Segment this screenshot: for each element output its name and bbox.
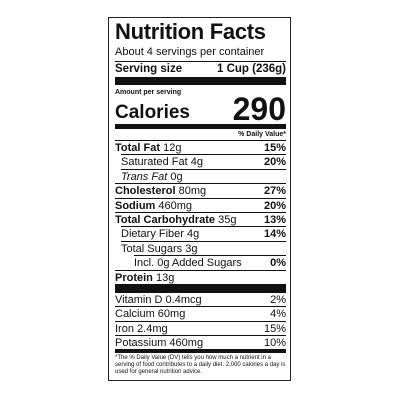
daily-value: 0%	[270, 257, 286, 270]
nutrition-label: Nutrition Facts About 4 servings per con…	[115, 19, 286, 376]
daily-value: 4%	[270, 308, 286, 321]
nutrient-amount: 0g	[170, 170, 183, 183]
nutrient-name: Total Fat 12g	[115, 141, 181, 154]
nutrient-name: Sodium 460mg	[115, 199, 192, 212]
divider	[115, 349, 286, 354]
nutrient-label: Total Fat	[115, 142, 161, 154]
daily-value: 27%	[263, 185, 286, 198]
nutrient-label: Saturated Fat	[121, 156, 188, 169]
nutrient-list: Total Fat 12g 15% Saturated Fat 4g 20% Trans…	[115, 140, 286, 284]
nutrient-name: Cholesterol 80mg	[115, 184, 206, 197]
amount-per-serving: Amount per serving	[115, 89, 182, 96]
divider	[115, 283, 286, 292]
nutrient-name: Total Sugars 3g	[121, 242, 197, 255]
nutrient-row: Total Sugars 3g	[121, 240, 286, 255]
nutrient-name: Iron 2.4mg	[115, 322, 168, 335]
nutrient-row: Cholesterol 80mg 27%	[115, 183, 286, 197]
nutrient-name: Trans Fat 0g	[121, 170, 183, 183]
daily-value: 15%	[263, 322, 286, 335]
calories-value: 290	[232, 91, 286, 127]
daily-value: 10%	[263, 337, 286, 350]
nutrient-amount: 12g	[163, 142, 182, 154]
serving-size-value: 1 Cup (236g)	[216, 63, 286, 75]
nutrient-label: Sodium	[115, 199, 156, 212]
nutrient-row: Protein 13g	[115, 269, 286, 284]
calories-label: Calories	[115, 102, 190, 123]
calories-row: Calories 290	[115, 93, 286, 125]
nutrient-row: Total Fat 12g 15%	[115, 140, 286, 154]
footnote: *The % Daily Value (DV) tells you how mu…	[115, 355, 286, 376]
daily-value: 20%	[263, 156, 286, 169]
daily-value: 13%	[263, 213, 286, 226]
title: Nutrition Facts	[115, 19, 266, 44]
nutrient-label: Vitamin D	[115, 293, 163, 306]
daily-value: 15%	[263, 142, 286, 154]
nutrient-amount: 3g	[185, 242, 198, 255]
nutrient-amount: 2.4mg	[137, 322, 168, 335]
nutrient-name: Vitamin D 0.4mcg	[115, 293, 202, 306]
nutrient-row: Iron 2.4mg 15%	[115, 320, 286, 335]
divider	[115, 124, 286, 129]
nutrient-label: Iron	[115, 322, 134, 335]
nutrient-name: Saturated Fat 4g	[121, 155, 203, 168]
nutrient-label: Total Carbohydrate	[115, 213, 216, 226]
divider	[115, 77, 286, 85]
nutrient-row: Calcium 60mg 4%	[115, 306, 286, 320]
nutrient-label: Dietary Fiber	[121, 228, 184, 241]
nutrient-label: Calcium	[115, 308, 155, 321]
nutrient-name: Potassium 460mg	[115, 336, 203, 349]
nutrient-amount: 0.4mcg	[165, 293, 202, 306]
nutrient-amount: 80mg	[178, 185, 207, 198]
nutrient-row: Vitamin D 0.4mcg 2%	[115, 291, 286, 306]
nutrient-amount: 4g	[190, 156, 203, 169]
nutrient-amount: 13g	[155, 271, 175, 284]
daily-value: 20%	[263, 199, 286, 212]
nutrient-name: Total Carbohydrate 35g	[115, 213, 236, 226]
nutrient-row: Potassium 460mg 10%	[115, 335, 286, 349]
nutrient-row: Total Carbohydrate 35g 13%	[115, 211, 286, 226]
serving-size-label: Serving size	[115, 63, 183, 75]
vitamin-list: Vitamin D 0.4mcg 2% Calcium 60mg 4% Iron 2.4…	[115, 291, 286, 350]
serving-size: Serving size 1 Cup (236g)	[115, 61, 286, 77]
nutrient-label: Total Sugars	[121, 242, 183, 255]
nutrient-name: Dietary Fiber 4g	[121, 227, 199, 240]
nutrient-amount: 60mg	[157, 308, 186, 321]
nutrient-row: Dietary Fiber 4g 14%	[121, 226, 286, 240]
nutrient-name: Calcium 60mg	[115, 307, 185, 320]
nutrient-label: Trans Fat	[121, 170, 168, 183]
label-border	[108, 17, 291, 381]
servings: About 4 servings per container	[115, 46, 265, 58]
daily-value: 2%	[270, 293, 286, 306]
nutrient-name: Incl. 0g Added Sugars	[134, 256, 242, 269]
nutrient-row: Sodium 460mg 20%	[115, 197, 286, 212]
nutrient-amount: 460mg	[169, 337, 204, 350]
nutrient-label: Cholesterol	[115, 185, 176, 198]
nutrient-row: Incl. 0g Added Sugars 0%	[134, 255, 286, 269]
nutrient-row: Saturated Fat 4g 20%	[121, 154, 286, 168]
nutrient-row: Trans Fat 0g	[121, 168, 286, 183]
nutrient-label: Protein	[115, 271, 153, 284]
nutrient-name: Protein 13g	[115, 271, 174, 284]
nutrient-label: Incl. 0g Added Sugars	[134, 257, 242, 270]
nutrient-label: Potassium	[115, 337, 167, 350]
nutrient-amount: 4g	[187, 228, 200, 241]
nutrient-amount: 35g	[218, 213, 237, 226]
dv-header: % Daily Value*	[238, 131, 286, 138]
nutrient-amount: 460mg	[158, 199, 193, 212]
daily-value: 14%	[263, 228, 286, 241]
